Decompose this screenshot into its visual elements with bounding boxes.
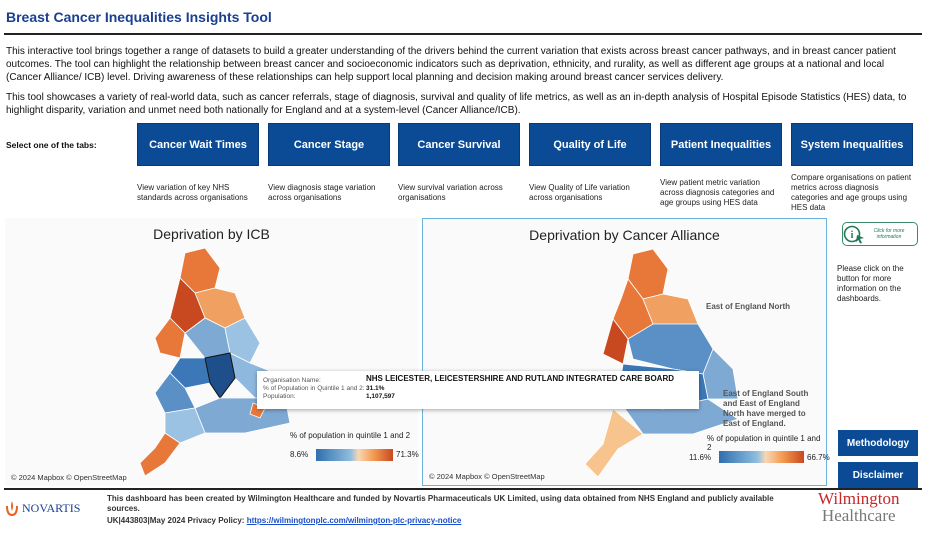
tab-patient-inequalities[interactable]: Patient Inequalities xyxy=(660,123,782,166)
tooltip-org-value: NHS LEICESTER, LEICESTERSHIRE AND RUTLAN… xyxy=(366,374,675,383)
map-title: Deprivation by ICB xyxy=(153,226,270,242)
map-region xyxy=(169,357,211,389)
map-region xyxy=(164,407,206,444)
novartis-wordmark: NOVARTIS xyxy=(22,500,81,515)
icb-map[interactable] xyxy=(125,248,305,478)
tooltip-pop-value: 1,107,597 xyxy=(366,393,395,400)
map-credit: © 2024 Mapbox © OpenStreetMap xyxy=(11,473,127,482)
info-button[interactable]: i Click for more information xyxy=(842,222,918,246)
wilmington-logo: Wilmington Healthcare xyxy=(818,490,899,524)
wilmington-wordmark: Wilmington xyxy=(818,489,900,508)
legend-title: % of population in quintile 1 and 2 xyxy=(290,431,411,440)
tab-cancer-stage[interactable]: Cancer Stage xyxy=(268,123,390,166)
legend-gradient xyxy=(719,451,804,463)
annotation-merge-note: East of England South and East of Englan… xyxy=(723,389,809,428)
tab-description: Compare organisations on patient metrics… xyxy=(791,173,912,212)
page-title: Breast Cancer Inequalities Insights Tool xyxy=(6,9,272,25)
legend-min: 11.6% xyxy=(689,453,712,462)
legend-max: 66.7% xyxy=(807,453,830,462)
select-tabs-label: Select one of the tabs: xyxy=(6,140,97,150)
map-panel-icb: Deprivation by ICB % of population in qu… xyxy=(5,218,419,486)
footer-privacy-prefix: UK|443803|May 2024 Privacy Policy: xyxy=(107,516,247,525)
tab-description: View diagnosis stage variation across or… xyxy=(268,183,376,202)
tab-description: View patient metric variation across dia… xyxy=(660,178,775,207)
map-credit: © 2024 Mapbox © OpenStreetMap xyxy=(429,472,545,481)
map-region xyxy=(204,352,236,399)
map-region xyxy=(584,408,644,478)
footer-privacy: UK|443803|May 2024 Privacy Policy: https… xyxy=(107,516,461,526)
legend-min: 8.6% xyxy=(290,450,309,459)
legend-title: % of population in quintile 1 and 2 xyxy=(707,434,821,452)
map-region xyxy=(154,317,186,359)
map-tooltip: Organisation Name: NHS LEICESTER, LEICES… xyxy=(257,371,699,409)
novartis-flame-icon xyxy=(6,501,18,516)
annotation-east-of-england-north: East of England North xyxy=(706,302,790,311)
tab-cancer-wait-times[interactable]: Cancer Wait Times xyxy=(137,123,259,166)
map-region xyxy=(224,317,261,364)
tooltip-pct-value: 31.1% xyxy=(366,385,385,392)
intro-paragraph-1: This interactive tool brings together a … xyxy=(6,46,896,83)
healthcare-wordmark: Healthcare xyxy=(821,506,896,525)
disclaimer-button[interactable]: Disclaimer xyxy=(838,462,918,488)
tab-description: View survival variation across organisat… xyxy=(398,183,503,202)
svg-text:i: i xyxy=(851,230,854,241)
map-title: Deprivation by Cancer Alliance xyxy=(529,227,720,243)
header-divider xyxy=(4,33,922,35)
novartis-logo: NOVARTIS xyxy=(5,500,80,516)
tooltip-pop-label: Population: xyxy=(263,393,296,400)
legend-gradient xyxy=(316,449,393,461)
info-button-label: Click for more information xyxy=(873,228,905,240)
info-icon: i xyxy=(843,225,864,244)
footer-divider xyxy=(4,488,922,490)
info-text: Please click on the button for more info… xyxy=(837,264,904,303)
tooltip-pct-label: % of Population in Quintile 1 and 2: xyxy=(263,385,365,392)
map-region xyxy=(139,432,181,477)
tab-cancer-survival[interactable]: Cancer Survival xyxy=(398,123,520,166)
tab-system-inequalities[interactable]: System Inequalities xyxy=(791,123,913,166)
tab-description: View variation of key NHS standards acro… xyxy=(137,183,248,202)
tab-quality-of-life[interactable]: Quality of Life xyxy=(529,123,651,166)
footer-credit: This dashboard has been created by Wilmi… xyxy=(107,494,774,513)
tab-description: View Quality of Life variation across or… xyxy=(529,183,630,202)
tooltip-org-label: Organisation Name: xyxy=(263,377,321,384)
privacy-policy-link[interactable]: https://wilmingtonplc.com/wilmington-plc… xyxy=(246,516,462,525)
legend-max: 71.3% xyxy=(396,450,419,459)
intro-paragraph-2: This tool showcases a variety of real-wo… xyxy=(6,92,907,116)
map-panel-cancer-alliance: Deprivation by Cancer Alliance East of E… xyxy=(422,218,830,486)
methodology-button[interactable]: Methodology xyxy=(838,430,918,456)
